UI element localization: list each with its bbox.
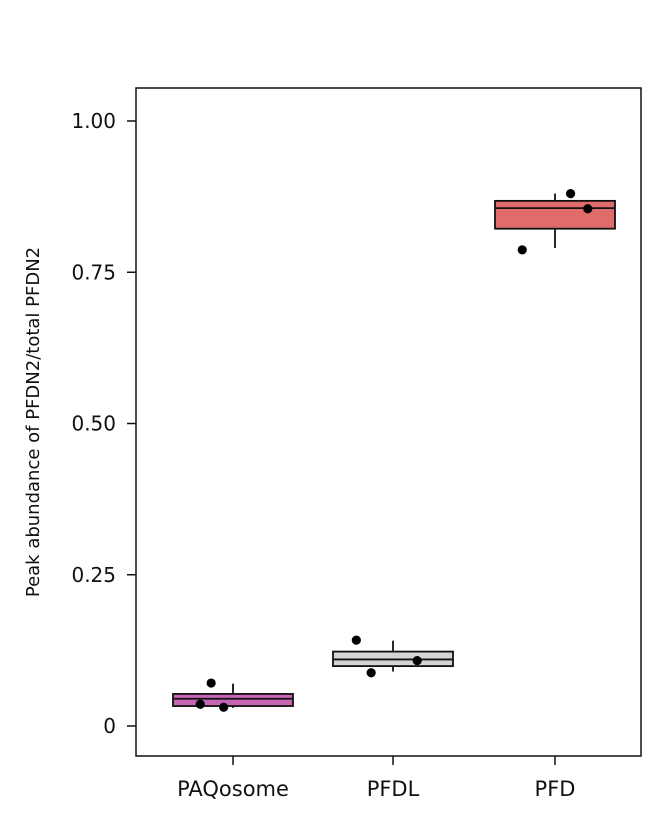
y-tick-label: 0.25 — [71, 563, 116, 587]
y-tick-label: 0 — [103, 714, 116, 738]
box-paqosome — [172, 683, 294, 708]
data-point — [206, 678, 216, 688]
x-category-label: PAQosome — [177, 777, 289, 801]
data-point — [351, 635, 361, 645]
data-point — [583, 204, 593, 214]
box-pfd — [494, 193, 616, 249]
data-point — [412, 656, 422, 666]
boxes — [172, 193, 616, 708]
y-tick-label: 0.75 — [71, 260, 116, 284]
x-axis: PAQosome PFDL PFD — [177, 756, 575, 801]
data-point — [517, 245, 527, 255]
box-body — [494, 199, 616, 230]
y-axis-title: Peak abundance of PFDN2/total PFDN2 — [23, 247, 44, 597]
box-body — [172, 693, 294, 707]
box-pfdl — [332, 640, 454, 672]
data-point — [366, 668, 376, 678]
data-points — [195, 189, 593, 712]
plot-frame — [135, 87, 642, 757]
y-tick-label: 1.00 — [71, 109, 116, 133]
x-category-label: PFDL — [367, 777, 420, 801]
data-point — [195, 699, 205, 709]
y-axis: 0 0.25 0.50 0.75 1.00 — [71, 109, 136, 738]
data-point — [219, 702, 229, 712]
data-point — [566, 189, 576, 199]
x-category-label: PFD — [535, 777, 576, 801]
y-tick-label: 0.50 — [71, 412, 116, 436]
